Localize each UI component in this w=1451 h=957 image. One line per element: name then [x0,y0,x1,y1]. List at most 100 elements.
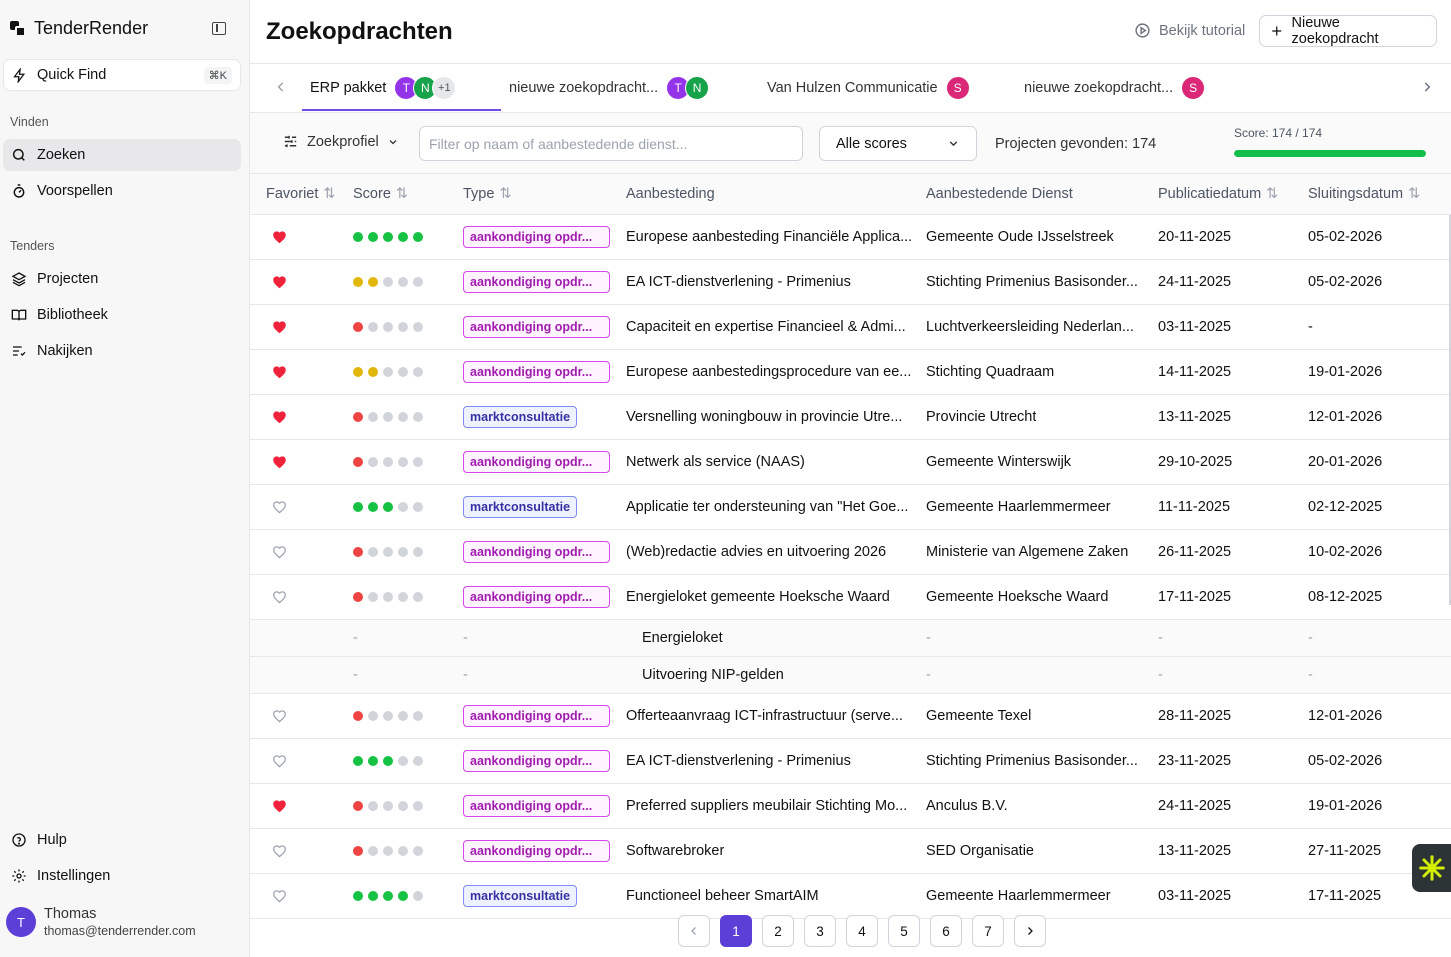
sidebar-item-zoeken[interactable]: Zoeken [3,139,241,171]
chevron-left-icon[interactable] [274,80,288,94]
table-row[interactable]: aankondiging opdr... Offerteaanvraag ICT-… [250,694,1451,739]
page-button-1[interactable]: 1 [720,915,752,947]
heart-filled-icon[interactable] [272,215,287,259]
table-row[interactable]: aankondiging opdr... EA ICT-dienstverleni… [250,739,1451,784]
tender-title[interactable]: Netwerk als service (NAAS) [626,454,805,470]
empty-cell: - [1158,630,1163,646]
column-label: Aanbestedende Dienst [926,186,1073,202]
heart-filled-icon[interactable] [272,305,287,349]
sub-lot-row[interactable]: - - Uitvoering NIP-gelden - - - [250,657,1451,694]
tender-title[interactable]: Capaciteit en expertise Financieel & Adm… [626,319,906,335]
heart-outline-icon[interactable] [272,874,287,918]
heart-filled-icon[interactable] [272,260,287,304]
sidebar-item-instellingen[interactable]: Instellingen [3,860,241,892]
tutorial-link[interactable]: Bekijk tutorial [1134,22,1245,39]
tender-title[interactable]: Functioneel beheer SmartAIM [626,888,819,904]
heart-outline-icon[interactable] [272,575,287,619]
tender-title[interactable]: Versnelling woningbouw in provincie Utre… [626,409,903,425]
tab-van-hulzen-communicatie[interactable]: Van Hulzen Communicatie S [767,74,970,102]
table-row[interactable]: aankondiging opdr... Europese aanbestedin… [250,215,1451,260]
heart-outline-icon[interactable] [272,485,287,529]
table-row[interactable]: aankondiging opdr... Netwerk als service … [250,440,1451,485]
tab-nieuwe-zoekopdracht-1[interactable]: nieuwe zoekopdracht... T N [509,74,710,102]
sidebar-item-nakijken[interactable]: Nakijken [3,335,241,367]
heart-outline-icon[interactable] [272,694,287,738]
sidebar-toggle-icon[interactable] [212,22,226,35]
table-row[interactable]: aankondiging opdr... Capaciteit en expert… [250,305,1451,350]
tender-title[interactable]: Softwarebroker [626,843,725,859]
heart-outline-icon[interactable] [272,829,287,873]
table-row[interactable]: aankondiging opdr... Europese aanbestedin… [250,350,1451,395]
tab-nieuwe-zoekopdracht-2[interactable]: nieuwe zoekopdracht... S [1024,74,1206,102]
search-input[interactable] [419,126,803,161]
tender-title[interactable]: Applicatie ter ondersteuning van "Het Go… [626,499,909,515]
tender-title[interactable]: EA ICT-dienstverlening - Primenius [626,274,851,290]
table-row[interactable]: marktconsultatie Versnelling woningbouw i… [250,395,1451,440]
score-progress-fill [1234,150,1426,157]
scrollbar[interactable] [1449,215,1451,605]
heart-outline-icon[interactable] [272,530,287,574]
type-badge: aankondiging opdr... [463,361,610,383]
heart-outline-icon[interactable] [272,739,287,783]
tender-title[interactable]: EA ICT-dienstverlening - Primenius [626,753,851,769]
table-row[interactable]: aankondiging opdr... Softwarebroker SED Or… [250,829,1451,874]
page-button-5[interactable]: 5 [888,915,920,947]
score-filter-select[interactable]: Alle scores [819,126,977,161]
sidebar-item-bibliotheek[interactable]: Bibliotheek [3,299,241,331]
heart-filled-icon[interactable] [272,395,287,439]
tender-title[interactable]: Offerteaanvraag ICT-infrastructuur (serv… [626,708,903,724]
tender-title[interactable]: Europese aanbesteding Financiële Applica… [626,229,913,245]
table-row[interactable]: aankondiging opdr... (Web)redactie advies… [250,530,1451,575]
tender-title[interactable]: Preferred suppliers meubilair Stichting … [626,798,908,814]
tender-title[interactable]: Europese aanbestedingsprocedure van ee..… [626,364,912,380]
table-row[interactable]: marktconsultatie Functioneel beheer Smart… [250,874,1451,919]
new-search-button[interactable]: Nieuwe zoekopdracht [1259,15,1437,47]
sidebar-item-label: Zoeken [37,147,86,163]
bolt-icon [13,67,26,83]
chevron-right-icon[interactable] [1420,80,1434,94]
column-header-score[interactable]: Score ⇅ [353,186,408,202]
user-profile[interactable]: T Thomas thomas@tenderrender.com [6,906,196,938]
heart-filled-icon[interactable] [272,350,287,394]
table-row[interactable]: aankondiging opdr... Energieloket gemeent… [250,575,1451,620]
sidebar-item-hulp[interactable]: Hulp [3,824,241,856]
table-row[interactable]: aankondiging opdr... Preferred suppliers … [250,784,1451,829]
page-button-4[interactable]: 4 [846,915,878,947]
tutorial-label: Bekijk tutorial [1159,22,1246,39]
column-header-type[interactable]: Type ⇅ [463,186,512,202]
tab-avatars: S [1181,76,1206,100]
sidebar-item-voorspellen[interactable]: Voorspellen [3,175,241,207]
brand[interactable]: TenderRender [10,18,148,39]
score-dot [398,322,408,332]
sub-lot-row[interactable]: - - Energieloket - - - [250,620,1451,657]
score-dot [398,502,408,512]
tender-title[interactable]: (Web)redactie advies en uitvoering 2026 [626,544,887,560]
tender-title[interactable]: Energieloket gemeente Hoeksche Waard [626,589,890,605]
page-button-7[interactable]: 7 [972,915,1004,947]
column-header-publicatiedatum[interactable]: Publicatiedatum ⇅ [1158,186,1278,202]
page-button-2[interactable]: 2 [762,915,794,947]
column-header-favoriet[interactable]: Favoriet ⇅ [266,186,336,202]
search-profile-dropdown[interactable]: Zoekprofiel [282,133,399,150]
quick-find-button[interactable]: Quick Find ⌘K [3,59,241,91]
score-dot [353,277,363,287]
page-button-6[interactable]: 6 [930,915,962,947]
support-widget-button[interactable] [1412,844,1451,892]
page-button-3[interactable]: 3 [804,915,836,947]
sidebar-item-projecten[interactable]: Projecten [3,263,241,295]
next-page-button[interactable] [1014,915,1046,947]
sidebar-item-label: Projecten [37,271,99,287]
type-cell: marktconsultatie [463,874,578,918]
heart-filled-icon[interactable] [272,440,287,484]
tab-erp-pakket[interactable]: ERP pakket T N +1 [310,74,457,102]
score-indicator [353,530,423,574]
publication-date: 11-11-2025 [1158,499,1231,515]
heart-filled-icon[interactable] [272,784,287,828]
previous-page-button[interactable] [678,915,710,947]
table-row[interactable]: marktconsultatie Applicatie ter ondersteu… [250,485,1451,530]
column-header-aanbesteding: Aanbesteding [626,186,715,202]
score-filter-label: Alle scores [836,135,907,152]
table-row[interactable]: aankondiging opdr... EA ICT-dienstverleni… [250,260,1451,305]
column-header-sluitingsdatum[interactable]: Sluitingsdatum ⇅ [1308,186,1420,202]
column-header-aanbestedende-dienst: Aanbestedende Dienst [926,186,1073,202]
